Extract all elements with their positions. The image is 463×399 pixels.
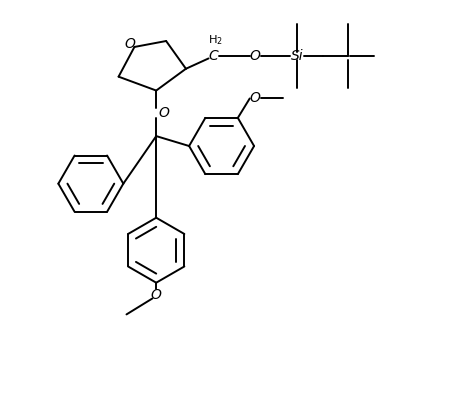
Text: O: O xyxy=(159,106,169,120)
Text: Si: Si xyxy=(291,49,303,63)
Text: O: O xyxy=(151,288,162,302)
Text: O: O xyxy=(124,37,135,51)
Text: O: O xyxy=(250,91,261,105)
Text: C: C xyxy=(209,49,219,63)
Text: H$_2$: H$_2$ xyxy=(208,34,223,47)
Text: O: O xyxy=(250,49,261,63)
